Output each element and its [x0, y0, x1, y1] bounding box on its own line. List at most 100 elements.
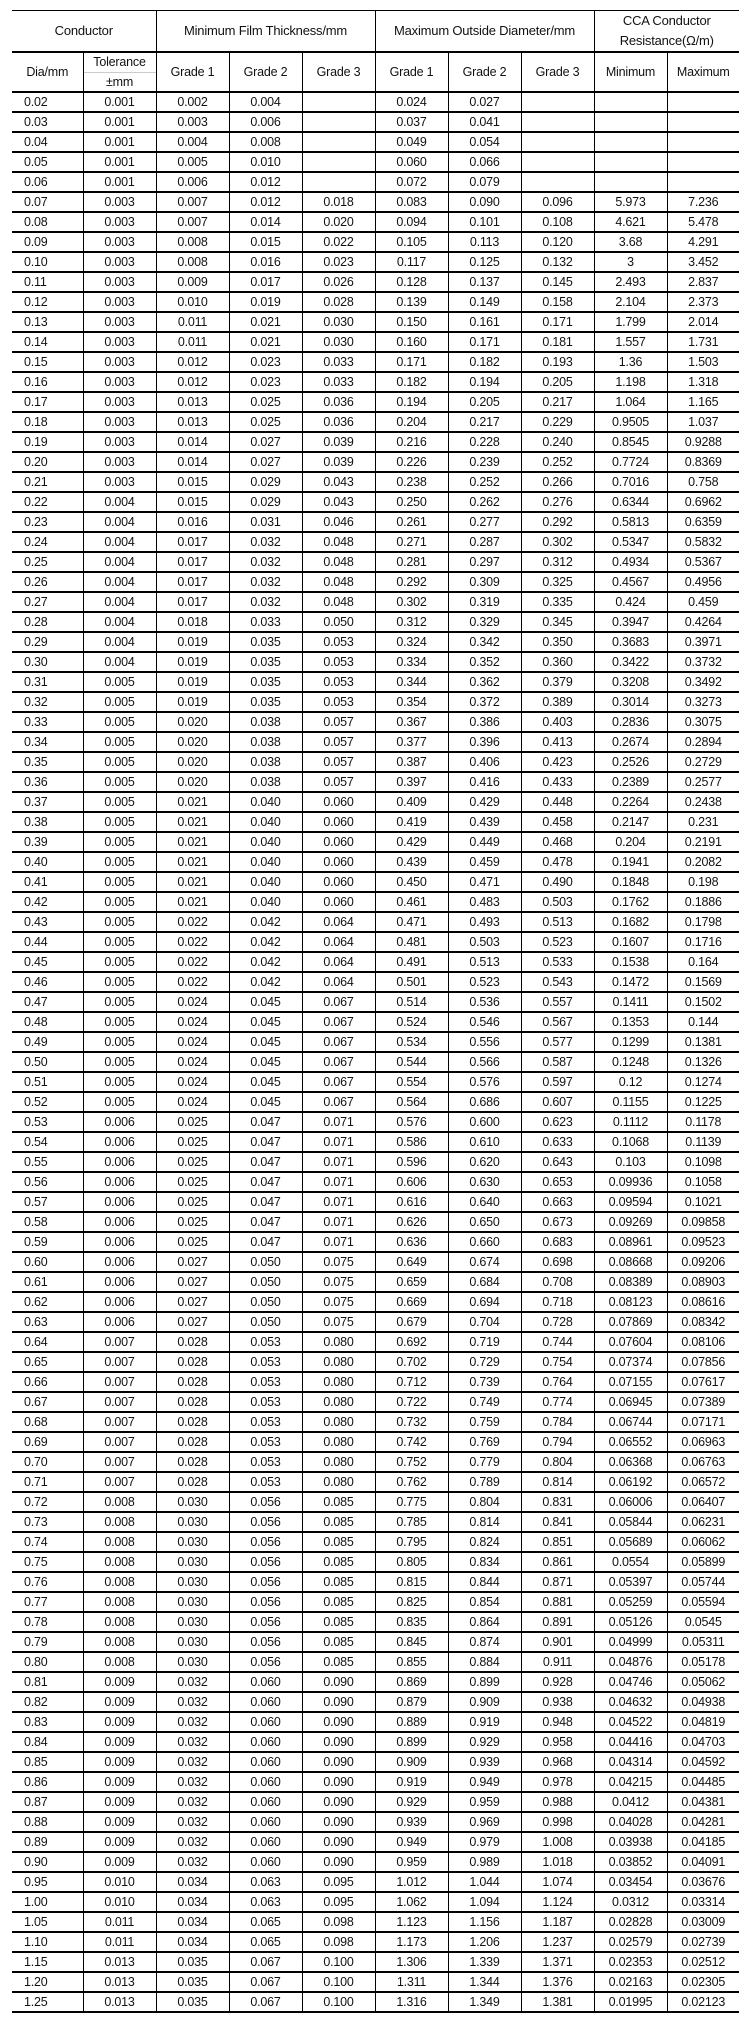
cell-od-grade3: 0.533	[520, 951, 595, 973]
cell-film-grade2: 0.065	[228, 1911, 303, 1933]
cell-od-grade3	[520, 131, 595, 153]
cell-film-grade2: 0.067	[228, 1951, 303, 1973]
cell-film-grade1: 0.010	[155, 291, 230, 313]
cell-od-grade1: 0.949	[374, 1831, 449, 1853]
cell-film-grade2: 0.029	[228, 471, 303, 493]
cell-film-grade1: 0.006	[155, 171, 230, 193]
cell-tolerance: 0.003	[82, 471, 157, 493]
table-row: 0.89 0.009 0.032 0.060 0.090 0.949 0.979 1.008 0…	[12, 1831, 740, 1853]
table-row: 0.95 0.010 0.034 0.063 0.095 1.012 1.044 1.074 0…	[12, 1871, 740, 1893]
cell-res-maximum: 0.02123	[666, 1991, 740, 2013]
cell-od-grade2: 0.329	[447, 611, 522, 633]
cell-od-grade2: 0.989	[447, 1851, 522, 1873]
cell-od-grade3: 0.490	[520, 871, 595, 893]
cell-film-grade2: 0.067	[228, 1971, 303, 1993]
header-od-grade3: Grade 3	[520, 51, 595, 93]
cell-od-grade3: 0.841	[520, 1511, 595, 1533]
table-row: 0.22 0.004 0.015 0.029 0.043 0.250 0.262 0.276 0…	[12, 491, 740, 513]
cell-tolerance: 0.003	[82, 351, 157, 373]
cell-res-minimum: 0.02353	[593, 1951, 668, 1973]
cell-dia: 0.68	[12, 1411, 84, 1433]
cell-od-grade2: 0.027	[447, 91, 522, 113]
cell-dia: 0.83	[12, 1711, 84, 1733]
cell-film-grade1: 0.012	[155, 351, 230, 373]
cell-od-grade2: 0.125	[447, 251, 522, 273]
cell-film-grade3: 0.090	[301, 1751, 376, 1773]
cell-res-minimum: 0.2836	[593, 711, 668, 733]
cell-film-grade2: 0.042	[228, 931, 303, 953]
header-res-maximum: Maximum	[666, 51, 740, 93]
cell-film-grade2: 0.038	[228, 751, 303, 773]
cell-dia: 0.61	[12, 1271, 84, 1293]
cell-od-grade2: 0.513	[447, 951, 522, 973]
cell-dia: 0.49	[12, 1031, 84, 1053]
cell-dia: 0.62	[12, 1291, 84, 1313]
cell-dia: 0.35	[12, 751, 84, 773]
cell-film-grade3: 0.064	[301, 911, 376, 933]
cell-res-minimum: 0.08668	[593, 1251, 668, 1273]
cell-res-minimum: 0.1248	[593, 1051, 668, 1073]
cell-tolerance: 0.006	[82, 1171, 157, 1193]
cell-res-maximum: 0.02305	[666, 1971, 740, 1993]
cell-film-grade1: 0.032	[155, 1851, 230, 1873]
cell-res-minimum: 0.02163	[593, 1971, 668, 1993]
cell-film-grade1: 0.035	[155, 1951, 230, 1973]
cell-film-grade1: 0.034	[155, 1911, 230, 1933]
cell-od-grade1: 0.281	[374, 551, 449, 573]
cell-film-grade1: 0.028	[155, 1371, 230, 1393]
cell-res-maximum: 0.07389	[666, 1391, 740, 1413]
cell-res-minimum: 0.4567	[593, 571, 668, 593]
cell-od-grade2: 0.536	[447, 991, 522, 1013]
cell-film-grade1: 0.013	[155, 411, 230, 433]
cell-res-minimum: 0.3422	[593, 651, 668, 673]
table-row: 0.24 0.004 0.017 0.032 0.048 0.271 0.287 0.302 0…	[12, 531, 740, 553]
cell-film-grade1: 0.025	[155, 1171, 230, 1193]
cell-dia: 0.50	[12, 1051, 84, 1073]
cell-film-grade3: 0.048	[301, 591, 376, 613]
cell-res-maximum: 0.08106	[666, 1331, 740, 1353]
cell-res-minimum: 0.9505	[593, 411, 668, 433]
cell-res-maximum: 4.291	[666, 231, 740, 253]
cell-film-grade2: 0.060	[228, 1691, 303, 1713]
cell-od-grade3: 0.633	[520, 1131, 595, 1153]
cell-film-grade1: 0.025	[155, 1131, 230, 1153]
cell-dia: 0.44	[12, 931, 84, 953]
cell-film-grade1: 0.028	[155, 1451, 230, 1473]
cell-film-grade1: 0.030	[155, 1551, 230, 1573]
cell-film-grade3: 0.030	[301, 331, 376, 353]
cell-tolerance: 0.006	[82, 1131, 157, 1153]
cell-res-maximum: 0.1381	[666, 1031, 740, 1053]
cell-film-grade1: 0.021	[155, 831, 230, 853]
cell-res-maximum: 0.231	[666, 811, 740, 833]
cell-res-maximum: 0.09206	[666, 1251, 740, 1273]
table-row: 0.13 0.003 0.011 0.021 0.030 0.150 0.161 0.171 1…	[12, 311, 740, 333]
cell-tolerance: 0.003	[82, 431, 157, 453]
table-row: 0.83 0.009 0.032 0.060 0.090 0.889 0.919 0.948 0…	[12, 1711, 740, 1733]
cell-film-grade2: 0.032	[228, 551, 303, 573]
cell-od-grade3: 0.998	[520, 1811, 595, 1833]
cell-film-grade1: 0.030	[155, 1571, 230, 1593]
header-film-grade2: Grade 2	[228, 51, 303, 93]
cell-dia: 0.21	[12, 471, 84, 493]
cell-film-grade2: 0.045	[228, 991, 303, 1013]
cell-dia: 0.29	[12, 631, 84, 653]
cell-od-grade3: 0.597	[520, 1071, 595, 1093]
cell-film-grade1: 0.022	[155, 951, 230, 973]
cell-res-minimum: 0.06552	[593, 1431, 668, 1453]
cell-film-grade1: 0.034	[155, 1931, 230, 1953]
cell-tolerance: 0.001	[82, 111, 157, 133]
cell-film-grade1: 0.034	[155, 1871, 230, 1893]
cell-film-grade1: 0.027	[155, 1311, 230, 1333]
cell-film-grade1: 0.035	[155, 1991, 230, 2013]
cell-od-grade3: 0.468	[520, 831, 595, 853]
table-row: 0.88 0.009 0.032 0.060 0.090 0.939 0.969 0.998 0…	[12, 1811, 740, 1833]
cell-tolerance: 0.005	[82, 1011, 157, 1033]
cell-res-maximum: 0.04703	[666, 1731, 740, 1753]
cell-tolerance: 0.013	[82, 1971, 157, 1993]
cell-dia: 0.23	[12, 511, 84, 533]
cell-res-minimum: 0.03454	[593, 1871, 668, 1893]
cell-tolerance: 0.003	[82, 391, 157, 413]
cell-od-grade3: 0.217	[520, 391, 595, 413]
cell-film-grade2: 0.060	[228, 1791, 303, 1813]
cell-film-grade2: 0.063	[228, 1871, 303, 1893]
